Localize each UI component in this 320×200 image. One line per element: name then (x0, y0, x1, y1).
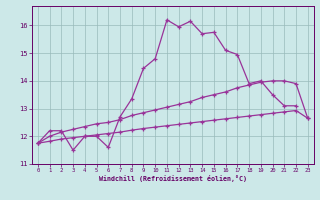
X-axis label: Windchill (Refroidissement éolien,°C): Windchill (Refroidissement éolien,°C) (99, 175, 247, 182)
